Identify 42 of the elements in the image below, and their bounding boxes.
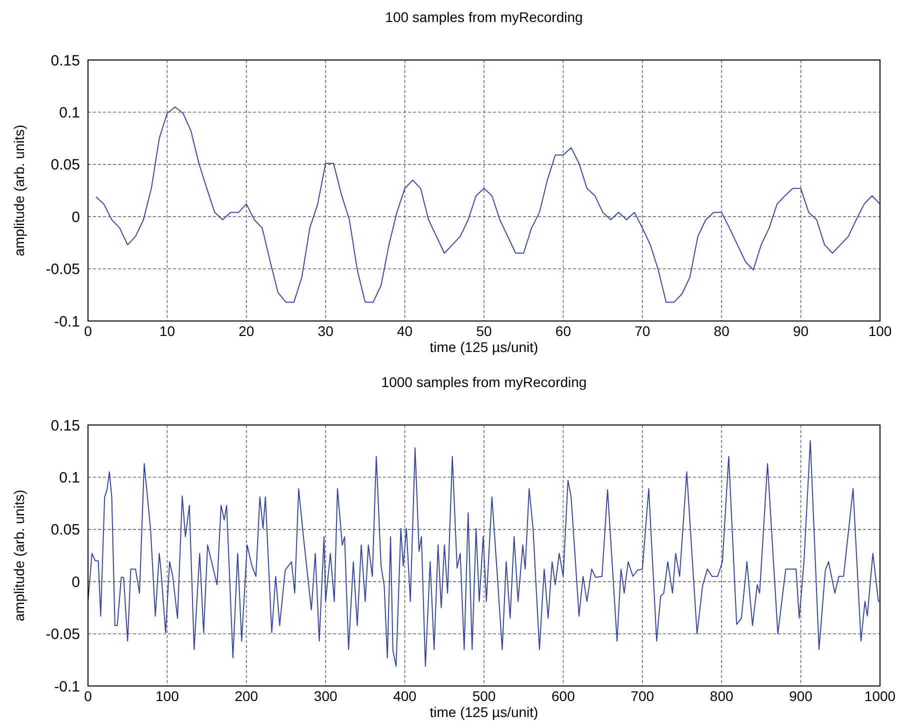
y-tick-label: 0	[72, 208, 80, 226]
x-tick-label: 200	[234, 688, 258, 704]
y-tick-label: -0.05	[46, 261, 80, 278]
y-axis-title: amplitude (arb. units)	[11, 124, 27, 256]
y-tick-label: -0.1	[54, 313, 80, 330]
chart-title: 1000 samples from myRecording	[381, 374, 587, 390]
x-tick-label: 40	[397, 323, 413, 339]
x-tick-label: 100	[868, 323, 892, 339]
x-tick-label: 0	[84, 688, 92, 704]
x-tick-label: 300	[314, 688, 338, 704]
x-tick-label: 900	[789, 688, 813, 704]
x-tick-label: 20	[238, 323, 254, 339]
x-tick-label: 80	[714, 323, 730, 339]
y-tick-label: 0.15	[50, 52, 80, 70]
line-series	[88, 440, 880, 667]
x-tick-label: 90	[793, 323, 809, 339]
x-tick-label: 700	[630, 688, 654, 704]
x-tick-label: 500	[472, 688, 496, 704]
x-tick-label: 70	[634, 323, 650, 339]
y-tick-label: -0.05	[46, 626, 80, 644]
x-axis-title: time (125 µs/unit)	[430, 704, 538, 720]
x-tick-label: 30	[318, 323, 334, 339]
chart-title: 100 samples from myRecording	[385, 9, 583, 25]
x-axis-title: time (125 µs/unit)	[430, 339, 538, 355]
y-tick-label: 0	[72, 574, 80, 591]
x-tick-label: 100	[156, 688, 180, 704]
y-tick-label: 0.1	[59, 469, 80, 486]
y-tick-label: 0.15	[50, 417, 80, 434]
x-tick-label: 60	[555, 323, 572, 339]
y-tick-label: 0.05	[50, 156, 80, 174]
x-tick-label: 600	[552, 688, 576, 704]
x-tick-label: 50	[476, 323, 492, 339]
x-tick-label: 800	[710, 688, 734, 704]
y-axis-title: amplitude (arb. units)	[11, 490, 27, 622]
y-tick-label: 0.05	[50, 522, 80, 539]
x-tick-label: 0	[84, 323, 92, 339]
line-series	[95, 106, 880, 303]
x-tick-label: 400	[393, 688, 417, 704]
x-tick-label: 10	[159, 323, 176, 339]
x-tick-label: 1000	[864, 688, 896, 704]
y-tick-label: 0.1	[59, 104, 80, 122]
y-tick-label: -0.1	[54, 678, 80, 696]
